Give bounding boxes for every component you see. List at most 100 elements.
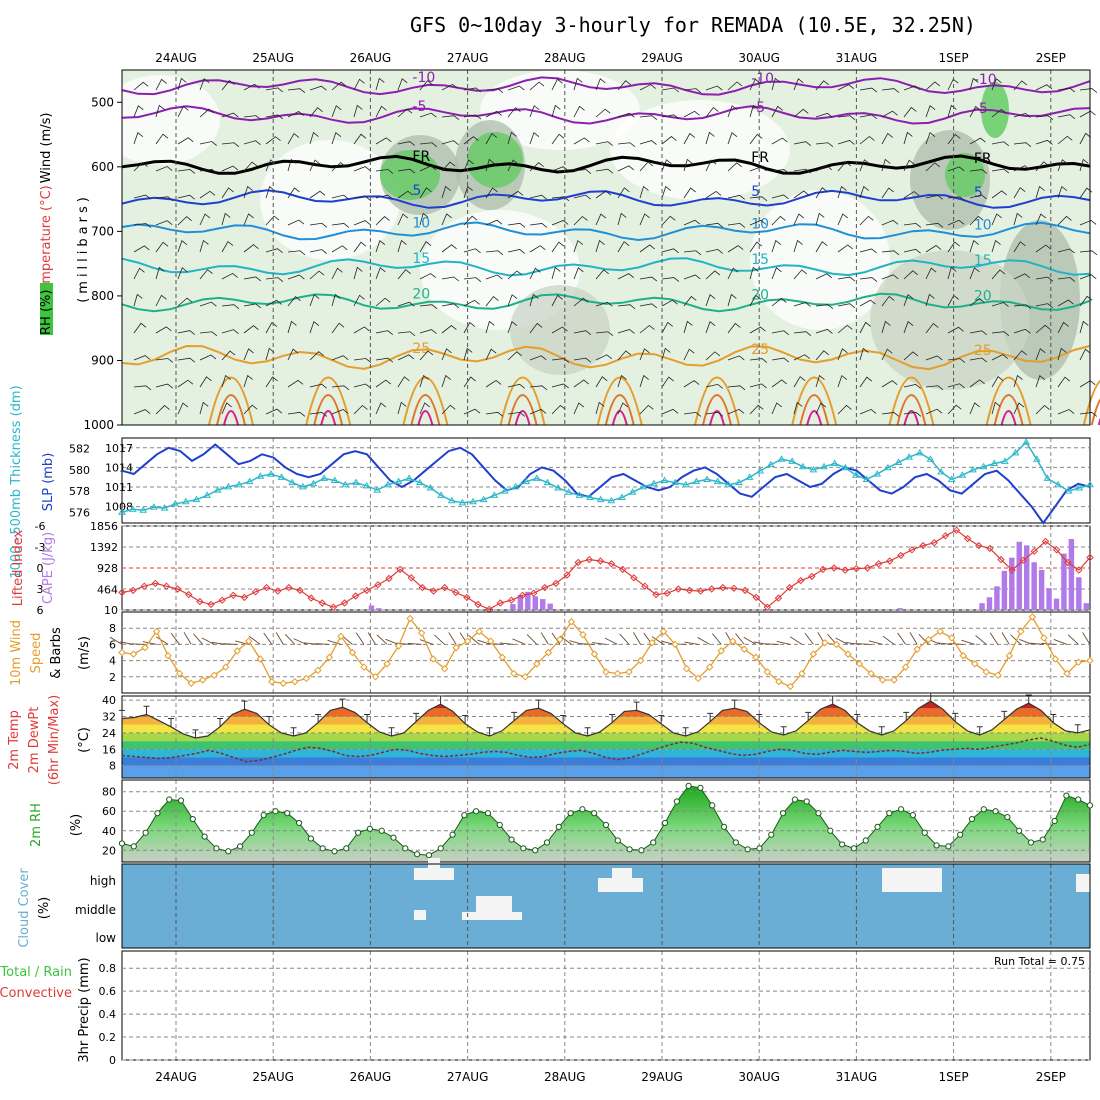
thickness-point [224, 482, 233, 490]
wind-barb [975, 635, 987, 645]
thickness-point [118, 508, 126, 515]
thickness-point [884, 463, 892, 471]
wind-barb [397, 354, 415, 361]
panel-frame [121, 611, 1091, 694]
upper-ylabel-wind: Wind (m/s) [39, 113, 54, 184]
isotherm-label: -10 [751, 71, 774, 87]
isotherm-label: 5 [751, 184, 760, 200]
wind-barb [309, 383, 327, 389]
wind-barb [529, 105, 540, 118]
wind-barb [1079, 250, 1098, 256]
wind-barb [771, 239, 782, 253]
wind-barb [526, 634, 538, 645]
wind-barb [507, 321, 518, 334]
wind-barb [815, 402, 827, 415]
thickness-point [1086, 480, 1094, 488]
temperature-panel: 8 16 24 32 40 [102, 692, 1091, 779]
wind-barb [903, 411, 922, 417]
rh-point [614, 837, 621, 844]
wind-barb [287, 320, 297, 334]
wind-barb [177, 216, 192, 226]
wind-barb [397, 141, 416, 146]
wind-barb [507, 249, 525, 254]
wind-barb [639, 213, 650, 226]
wind-barb [617, 187, 630, 199]
wind-barb [705, 270, 721, 280]
rh-contour-fill [100, 75, 220, 165]
wind-speed-point [579, 630, 587, 639]
wind-barb [177, 402, 189, 415]
wind-barb [507, 222, 526, 228]
thickness-point [894, 458, 903, 465]
wind-barb [969, 330, 988, 336]
upper-ylabel-temp: Temperature (°C) [39, 185, 54, 298]
temp-minmax-bar [805, 711, 812, 721]
wind-speed-point [417, 629, 426, 637]
y-tick-label: 800 [91, 289, 114, 303]
wind-barb [661, 159, 672, 172]
lifted-point [641, 582, 649, 590]
wind-barb [375, 239, 386, 253]
rh-point [366, 825, 374, 832]
wind-barb [243, 185, 253, 199]
wind-barb [661, 347, 671, 361]
thickness-point [384, 480, 392, 488]
wind-barb [1057, 114, 1076, 120]
lifted-point [663, 589, 671, 597]
wind-barb [265, 347, 275, 361]
wind-barb [199, 78, 210, 91]
rh-point [166, 796, 173, 803]
wind-barb [375, 379, 392, 388]
wind-speed-point [498, 653, 506, 662]
wind-speed-point [314, 666, 322, 675]
wind-barb [265, 159, 276, 172]
wind-speed-line [121, 615, 1091, 688]
temp-minmax-bar [731, 699, 738, 709]
thickness-point [277, 473, 286, 480]
wind-barb [133, 385, 152, 391]
isotherm-label: 10 [974, 217, 992, 233]
thickness-point [479, 495, 488, 503]
wind-speed-point [878, 676, 887, 684]
thickness-point [905, 453, 914, 460]
wind-barb [793, 376, 806, 388]
wind-barb [133, 245, 150, 253]
wind-barb [463, 87, 482, 93]
wind-speed-point [1063, 669, 1071, 678]
thickness-point [490, 491, 499, 498]
temp-minmax-bar [192, 729, 199, 739]
wind-barb [903, 294, 914, 307]
lifted-point [552, 579, 560, 588]
wind-barb [463, 408, 481, 415]
rh-point [508, 836, 515, 843]
temp-minmax-bar [462, 714, 469, 724]
wind-barb [375, 357, 394, 363]
wind-barb [485, 295, 499, 307]
wind-barb [969, 194, 987, 200]
temp-minmax-bar [143, 705, 150, 715]
wind-barb [529, 293, 539, 307]
lifted-point [207, 600, 215, 609]
wind-barb [793, 269, 808, 280]
thickness-point [511, 482, 520, 490]
wind-barb [573, 402, 585, 415]
wind-barb [156, 636, 169, 645]
isotherm-25-spike [402, 376, 449, 426]
thickness-point [862, 475, 871, 482]
wind-barb [749, 266, 759, 280]
wind-barb [529, 408, 547, 415]
wind-barb [815, 80, 829, 91]
wind-barb [355, 632, 365, 645]
temp-minmax-bar [1050, 713, 1057, 723]
temp-minmax-bar [241, 700, 248, 710]
rh-point [437, 845, 444, 852]
thickness-point [1043, 474, 1052, 481]
isotherm-25-spike [1082, 379, 1100, 426]
wind-barb [221, 80, 235, 91]
rh-point [744, 846, 751, 853]
precip-tick-label: 0.8 [99, 962, 117, 975]
wind-barb [199, 301, 217, 307]
wind-barb [837, 348, 848, 361]
rh-point [473, 808, 480, 815]
wind-barb [771, 267, 782, 280]
